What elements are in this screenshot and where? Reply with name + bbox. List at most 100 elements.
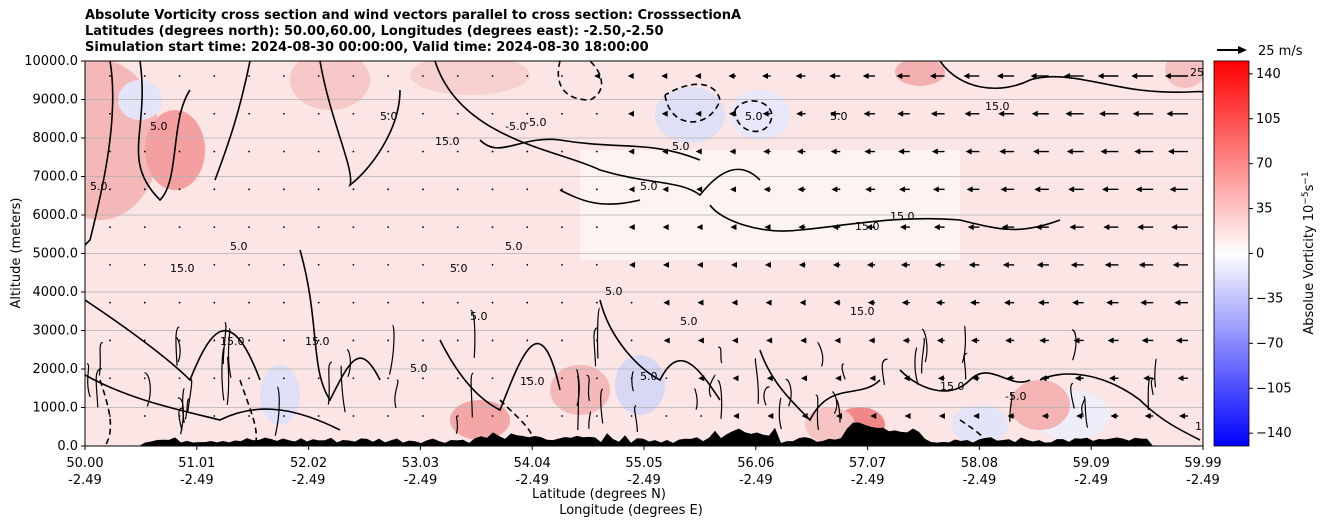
quiver-key: 25 m/s <box>1217 44 1303 59</box>
wind-vector-head <box>866 261 873 268</box>
wind-vector <box>352 226 355 229</box>
wind-vector-head <box>1073 337 1080 344</box>
contour-line-low-level <box>187 378 193 412</box>
y-axis-label: Altitude (meters) <box>9 198 24 309</box>
wind-vector-head <box>1144 413 1151 419</box>
wind-vector-head <box>1171 224 1178 231</box>
contour-label: 5.0 <box>450 262 468 275</box>
wind-vector <box>248 226 250 229</box>
wind-vector-head <box>1106 299 1113 306</box>
wind-vector <box>248 301 250 304</box>
wind-vector <box>213 263 216 266</box>
wind-vector <box>143 226 146 229</box>
wind-vector-head <box>829 110 836 117</box>
wind-vector <box>109 339 111 342</box>
wind-vector-head <box>902 337 909 344</box>
contour-label: 5.0 <box>830 110 848 123</box>
wind-vector <box>282 301 285 304</box>
wind-vector-head <box>663 261 670 268</box>
contour-label: 5.0 <box>230 240 248 253</box>
wind-vector <box>143 188 146 191</box>
wind-vector <box>387 339 390 342</box>
contour-line-low-level <box>394 379 399 408</box>
contour-line-positive <box>85 374 341 431</box>
contour-label: 15.0 <box>855 220 880 233</box>
x-tick-label-longitude: -2.49 <box>1074 473 1108 488</box>
wind-vector-head <box>1070 261 1077 268</box>
contour-line-low-level <box>98 341 104 376</box>
contour-line-low-level <box>470 309 476 358</box>
wind-vector <box>422 75 424 77</box>
wind-vector <box>143 377 146 380</box>
wind-vector-head <box>1069 224 1076 231</box>
wind-vector-head <box>832 224 839 231</box>
wind-vector-head <box>998 110 1005 117</box>
contour-line-positive <box>214 61 251 181</box>
wind-vector <box>317 377 320 380</box>
quiver-key-arrowhead <box>1238 46 1247 54</box>
contour-label: 5.0 <box>470 310 488 323</box>
wind-vector <box>491 75 494 77</box>
wind-vector <box>595 263 598 266</box>
wind-vector <box>491 263 494 266</box>
wind-vector-head <box>629 261 636 268</box>
wind-vector-head <box>1064 73 1071 79</box>
wind-vector <box>143 301 146 304</box>
wind-vector-head <box>1068 186 1075 193</box>
wind-vector <box>178 263 181 266</box>
wind-vector <box>456 150 459 153</box>
wind-vector <box>282 150 285 153</box>
wind-vector-head <box>798 261 805 268</box>
contour-line-positive <box>299 249 381 402</box>
wind-vector-head <box>931 148 938 155</box>
wind-vector <box>109 226 111 229</box>
x-tick-label-longitude: -2.49 <box>851 473 885 488</box>
contour-line-low-level <box>1083 395 1089 428</box>
contour-line-low-level <box>634 405 638 432</box>
contour-line-low-level <box>274 386 280 436</box>
wind-vector-head <box>869 375 876 382</box>
contour-line-low-level <box>718 346 723 364</box>
x-tick-label-longitude: -2.49 <box>1186 473 1220 488</box>
wind-vector-head <box>798 224 805 231</box>
wind-vector <box>456 188 459 191</box>
contour-label: 15.0 <box>940 380 965 393</box>
contour-line-low-level <box>963 352 968 380</box>
wind-vector-head <box>628 148 635 155</box>
wind-vector <box>213 301 216 304</box>
y-axis: 0.0 1000.0 2000.0 3000.0 4000.0 5000.0 6000.0 7… <box>24 54 85 454</box>
wind-vector-head <box>1135 186 1142 193</box>
wind-vector-head <box>831 186 838 193</box>
wind-vector-head <box>1166 110 1173 117</box>
x-tick-label-longitude: -2.49 <box>292 473 326 488</box>
wind-vector-head <box>1034 186 1041 193</box>
wind-vector-head <box>696 224 703 231</box>
wind-vector-head <box>1138 261 1145 268</box>
y-tick-label: 2000.0 <box>33 362 79 377</box>
wind-vector-head <box>697 337 704 344</box>
wind-vector-head <box>729 186 736 193</box>
wind-vector <box>491 339 494 342</box>
wind-vector <box>178 339 181 342</box>
contour-label: 15.0 <box>170 262 195 275</box>
contour-line-positive <box>599 299 721 401</box>
contour-line-low-level <box>182 387 185 424</box>
contour-line-low-level <box>815 394 820 430</box>
wind-vector-head <box>1001 224 1008 231</box>
wind-vector <box>387 377 390 380</box>
wind-vector-head <box>897 110 904 117</box>
wind-vector <box>317 263 320 266</box>
contour-line-low-level <box>175 336 181 363</box>
wind-vector <box>561 301 563 304</box>
colorbar-tick-label: 35 <box>1256 202 1273 217</box>
wind-vector <box>178 301 181 304</box>
wind-vector <box>178 377 181 380</box>
wind-vector <box>213 188 216 191</box>
wind-vector <box>352 339 355 342</box>
wind-vectors <box>109 73 1188 419</box>
wind-vector <box>422 263 424 266</box>
wind-vector-head <box>901 299 908 306</box>
wind-vector <box>526 226 529 229</box>
wind-vector-head <box>1164 73 1171 79</box>
contour-line-positive <box>85 299 261 382</box>
